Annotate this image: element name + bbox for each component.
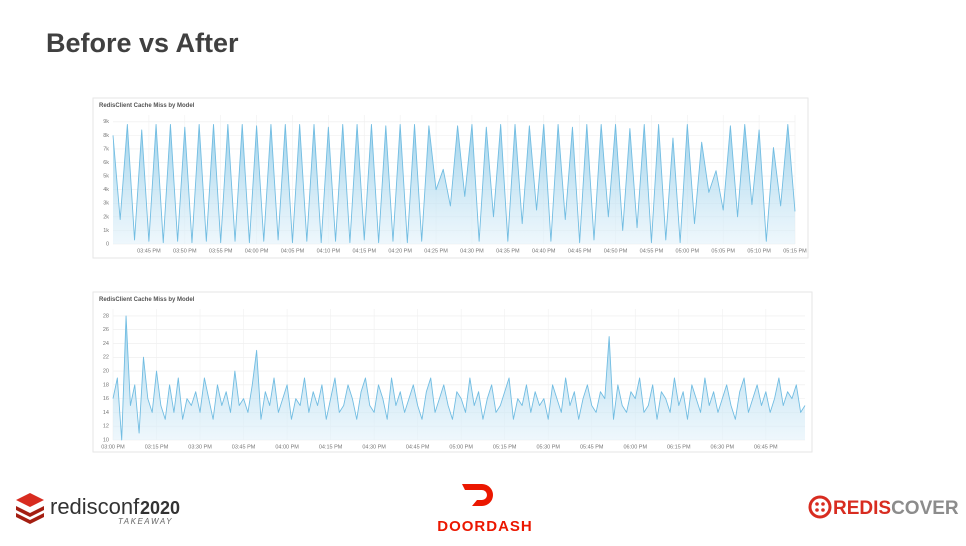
x-tick-label: 04:25 PM <box>424 248 448 254</box>
y-tick-label: 6k <box>103 160 109 166</box>
x-tick-label: 04:35 PM <box>496 248 520 254</box>
x-tick-label: 05:00 PM <box>449 444 473 450</box>
y-tick-label: 28 <box>103 313 109 319</box>
x-tick-label: 04:40 PM <box>532 248 556 254</box>
chart-title: RedisClient Cache Miss by Model <box>99 297 195 303</box>
y-tick-label: 3k <box>103 201 109 207</box>
x-tick-label: 03:50 PM <box>173 248 197 254</box>
y-tick-label: 26 <box>103 327 109 333</box>
x-tick-label: 04:20 PM <box>388 248 412 254</box>
x-tick-label: 06:45 PM <box>754 444 778 450</box>
x-tick-label: 04:15 PM <box>319 444 343 450</box>
y-tick-label: 20 <box>103 369 109 375</box>
x-tick-label: 03:15 PM <box>145 444 169 450</box>
x-tick-label: 04:55 PM <box>640 248 664 254</box>
logo-text-b: COVER <box>891 498 959 519</box>
chart-title: RedisClient Cache Miss by Model <box>99 103 195 109</box>
y-tick-label: 1k <box>103 228 109 234</box>
y-tick-label: 5k <box>103 174 109 180</box>
y-tick-label: 18 <box>103 382 109 388</box>
x-tick-label: 04:00 PM <box>275 444 299 450</box>
y-tick-label: 10 <box>103 437 109 443</box>
logo-year: 2020 <box>140 498 180 518</box>
logo-text: DOORDASH <box>437 518 533 535</box>
x-tick-label: 05:10 PM <box>747 248 771 254</box>
redisconf-logo: redisconf 2020 TAKEAWAY <box>16 493 180 526</box>
y-tick-label: 22 <box>103 355 109 361</box>
x-tick-label: 04:45 PM <box>568 248 592 254</box>
x-tick-label: 06:00 PM <box>623 444 647 450</box>
x-tick-label: 06:30 PM <box>711 444 735 450</box>
x-tick-label: 05:15 PM <box>493 444 517 450</box>
x-tick-label: 04:45 PM <box>406 444 430 450</box>
y-tick-label: 12 <box>103 424 109 430</box>
x-tick-label: 03:45 PM <box>137 248 161 254</box>
x-tick-label: 03:30 PM <box>188 444 212 450</box>
y-tick-label: 4k <box>103 187 109 193</box>
rediscover-logo: REDISCOVER <box>808 495 959 519</box>
x-tick-label: 04:30 PM <box>362 444 386 450</box>
x-tick-label: 06:15 PM <box>667 444 691 450</box>
x-tick-label: 04:10 PM <box>317 248 341 254</box>
x-tick-label: 03:00 PM <box>101 444 125 450</box>
y-tick-label: 16 <box>103 396 109 402</box>
logo-tagline: TAKEAWAY <box>118 517 173 526</box>
y-tick-label: 8k <box>103 133 109 139</box>
doordash-logo: DOORDASH <box>437 484 533 535</box>
x-tick-label: 05:45 PM <box>580 444 604 450</box>
x-tick-label: 05:15 PM <box>783 248 807 254</box>
x-tick-label: 05:05 PM <box>711 248 735 254</box>
y-tick-label: 9k <box>103 119 109 125</box>
line <box>112 315 806 441</box>
x-tick-label: 03:55 PM <box>209 248 233 254</box>
y-tick-label: 0 <box>106 241 109 247</box>
slide-title: Before vs After <box>46 28 239 58</box>
x-tick-label: 05:00 PM <box>676 248 700 254</box>
x-tick-label: 04:00 PM <box>245 248 269 254</box>
x-tick-label: 04:05 PM <box>281 248 305 254</box>
y-tick-label: 7k <box>103 146 109 152</box>
logo-text: REDISCOVER <box>833 498 959 519</box>
y-tick-label: 24 <box>103 341 109 347</box>
area <box>113 315 805 440</box>
x-tick-label: 04:30 PM <box>460 248 484 254</box>
y-tick-label: 14 <box>103 410 109 416</box>
y-tick-label: 2k <box>103 214 109 220</box>
x-tick-label: 04:15 PM <box>352 248 376 254</box>
logo-text: redisconf <box>50 494 140 519</box>
x-tick-label: 03:45 PM <box>232 444 256 450</box>
x-tick-label: 04:50 PM <box>604 248 628 254</box>
logo-text-a: REDIS <box>833 498 891 519</box>
x-tick-label: 05:30 PM <box>536 444 560 450</box>
line <box>112 124 796 244</box>
